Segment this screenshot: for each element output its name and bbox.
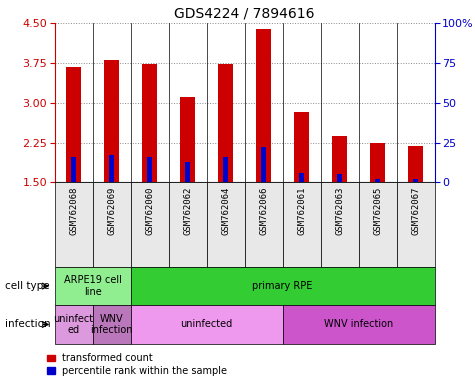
Bar bbox=[93, 305, 131, 344]
Bar bbox=[104, 60, 119, 182]
Bar bbox=[294, 112, 309, 182]
Bar bbox=[337, 174, 342, 182]
Text: GSM762067: GSM762067 bbox=[411, 187, 420, 235]
Bar bbox=[185, 162, 190, 182]
Bar bbox=[147, 157, 152, 182]
Bar bbox=[180, 98, 195, 182]
Title: GDS4224 / 7894616: GDS4224 / 7894616 bbox=[174, 7, 315, 20]
Bar bbox=[66, 66, 81, 182]
Text: GSM762069: GSM762069 bbox=[107, 187, 116, 235]
Bar bbox=[321, 182, 359, 267]
Bar bbox=[408, 146, 423, 182]
Bar bbox=[261, 147, 266, 182]
Text: WNV infection: WNV infection bbox=[324, 319, 393, 329]
Text: ARPE19 cell
line: ARPE19 cell line bbox=[64, 275, 122, 297]
Bar bbox=[359, 182, 397, 267]
Bar bbox=[218, 65, 233, 182]
Bar bbox=[142, 64, 157, 182]
Bar bbox=[332, 136, 347, 182]
Text: GSM762068: GSM762068 bbox=[69, 187, 78, 235]
Bar bbox=[131, 267, 435, 305]
Legend: transformed count, percentile rank within the sample: transformed count, percentile rank withi… bbox=[43, 349, 231, 380]
Bar bbox=[223, 157, 228, 182]
Text: GSM762062: GSM762062 bbox=[183, 187, 192, 235]
Text: primary RPE: primary RPE bbox=[252, 281, 313, 291]
Bar bbox=[245, 182, 283, 267]
Bar bbox=[55, 182, 93, 267]
Text: GSM762064: GSM762064 bbox=[221, 187, 230, 235]
Bar bbox=[397, 182, 435, 267]
Bar bbox=[299, 173, 304, 182]
Text: GSM762061: GSM762061 bbox=[297, 187, 306, 235]
Bar bbox=[55, 305, 93, 344]
Bar bbox=[283, 182, 321, 267]
Bar bbox=[169, 182, 207, 267]
Text: GSM762060: GSM762060 bbox=[145, 187, 154, 235]
Bar bbox=[93, 182, 131, 267]
Text: WNV
infection: WNV infection bbox=[90, 314, 133, 335]
Bar bbox=[370, 143, 385, 182]
Text: GSM762063: GSM762063 bbox=[335, 187, 344, 235]
Text: cell type: cell type bbox=[5, 281, 49, 291]
Bar bbox=[55, 267, 131, 305]
Bar bbox=[283, 305, 435, 344]
Bar bbox=[131, 182, 169, 267]
Bar bbox=[71, 157, 76, 182]
Bar bbox=[131, 305, 283, 344]
Text: GSM762065: GSM762065 bbox=[373, 187, 382, 235]
Bar bbox=[375, 179, 380, 182]
Text: uninfect
ed: uninfect ed bbox=[54, 314, 94, 335]
Bar bbox=[413, 179, 418, 182]
Text: uninfected: uninfected bbox=[180, 319, 233, 329]
Bar bbox=[256, 30, 271, 182]
Bar bbox=[207, 182, 245, 267]
Bar bbox=[109, 155, 114, 182]
Text: infection: infection bbox=[5, 319, 50, 329]
Text: GSM762066: GSM762066 bbox=[259, 187, 268, 235]
